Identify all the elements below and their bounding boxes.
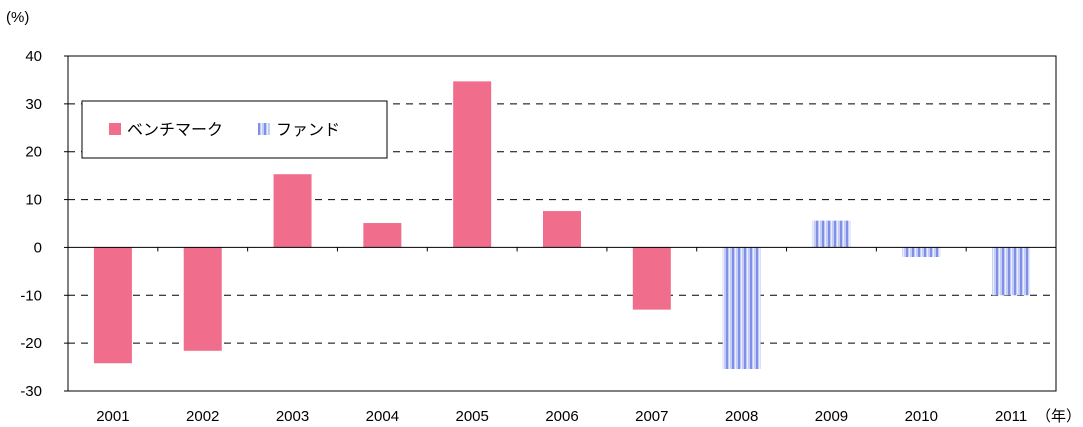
- legend-box: [81, 100, 388, 159]
- x-tick-label: 2010: [905, 408, 938, 425]
- y-tick-label: -10: [20, 287, 42, 304]
- y-unit-label: (%): [6, 9, 29, 26]
- x-unit-label: （年）: [1036, 408, 1081, 425]
- bar-benchmark-2006: [543, 211, 581, 248]
- x-tick-label: 2002: [186, 408, 219, 425]
- x-tick-label: 2003: [276, 408, 309, 425]
- x-tick-label: 2004: [366, 408, 399, 425]
- x-tick-label: 2006: [545, 408, 578, 425]
- x-tick-label: 2005: [455, 408, 488, 425]
- plot-area: [67, 55, 1057, 392]
- x-tick-label: 2007: [635, 408, 668, 425]
- x-tick-label: 2001: [96, 408, 129, 425]
- y-tick-label: -30: [20, 383, 42, 400]
- bar-benchmark-2003: [273, 174, 312, 248]
- bar-fund-2008: [722, 247, 761, 369]
- legend: ベンチマーク ファンド: [81, 100, 388, 159]
- y-tick-label: 0: [34, 239, 42, 256]
- bar-benchmark-2004: [363, 223, 402, 248]
- y-tick-label: 40: [25, 48, 42, 65]
- y-tick-label: -20: [20, 335, 42, 352]
- y-tick-label: 30: [25, 96, 42, 113]
- bar-benchmark-2007: [632, 247, 671, 310]
- y-axis: 40 30 20 10 0 -10 -20 -30: [20, 48, 68, 400]
- bar-benchmark-2002: [183, 247, 222, 351]
- x-tick-label: 2008: [725, 408, 758, 425]
- bar-fund-2011: [992, 247, 1031, 296]
- x-tick-label: 2011: [995, 408, 1027, 425]
- bars: [93, 81, 1031, 369]
- x-tick-label: 2009: [815, 408, 848, 425]
- y-tick-label: 20: [25, 144, 42, 161]
- grid: [68, 103, 1056, 344]
- legend-swatch-fund: [258, 123, 270, 135]
- bar-fund-2010: [902, 247, 941, 257]
- legend-swatch-benchmark: [109, 123, 121, 135]
- bar-benchmark-2005: [453, 81, 492, 248]
- x-axis: 2001 2002 2003 2004 2005 2006 2007 2008 2009 2010…: [96, 247, 1027, 425]
- bar-benchmark-2001: [93, 247, 132, 364]
- legend-label-fund: ファンド: [276, 120, 340, 139]
- legend-label-benchmark: ベンチマーク: [127, 120, 223, 139]
- y-tick-label: 10: [25, 192, 42, 209]
- bar-fund-2009: [812, 220, 851, 248]
